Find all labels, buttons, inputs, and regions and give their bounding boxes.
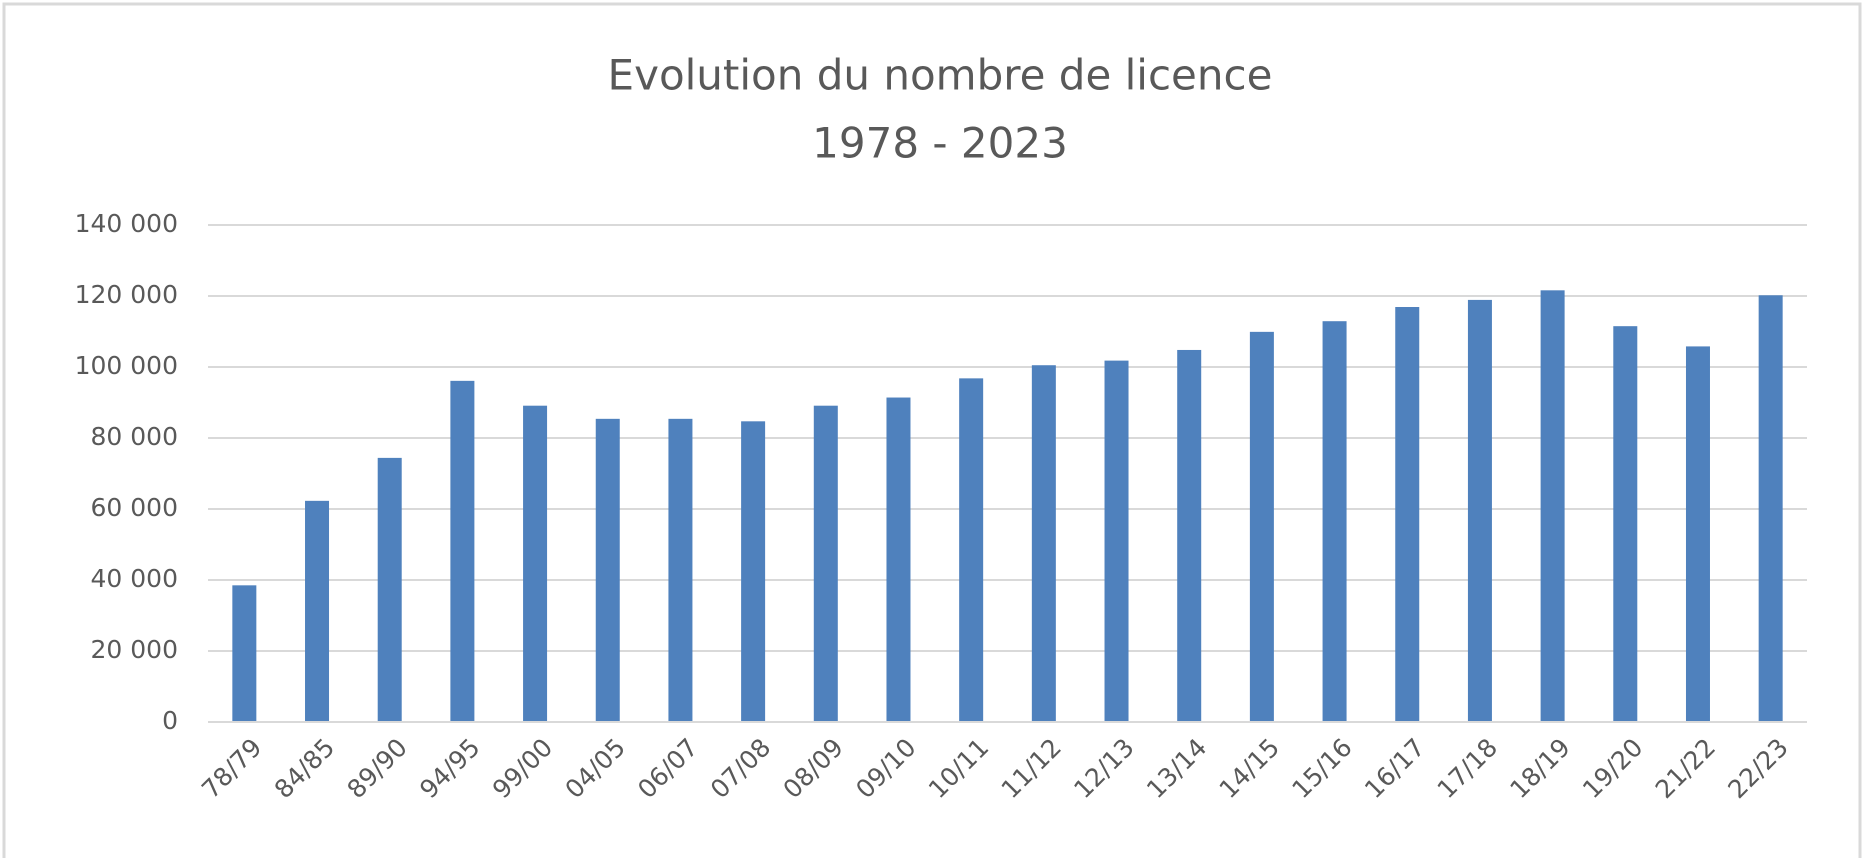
x-tick-label: 08/09	[778, 733, 849, 804]
x-tick-label: 14/15	[1214, 733, 1285, 804]
bar	[668, 418, 693, 722]
bar	[886, 397, 911, 722]
x-tick-label: 21/22	[1650, 733, 1721, 804]
bar	[1322, 321, 1347, 722]
bar	[1395, 307, 1420, 722]
y-tick-label: 140 000	[75, 209, 178, 238]
bar	[1467, 299, 1492, 722]
bar	[959, 378, 984, 722]
bar	[595, 418, 620, 722]
x-tick-label: 12/13	[1068, 733, 1139, 804]
x-tick-label: 04/05	[559, 733, 630, 804]
x-tick-label: 13/14	[1141, 733, 1212, 804]
x-tick-label: 09/10	[850, 733, 921, 804]
x-tick-label: 15/16	[1286, 733, 1357, 804]
bar	[1613, 326, 1638, 722]
x-tick-label: 89/90	[341, 733, 412, 804]
x-tick-label: 10/11	[923, 733, 994, 804]
chart-title: Evolution du nombre de licence	[608, 51, 1273, 100]
bar	[1177, 349, 1202, 722]
bar	[232, 585, 257, 722]
y-tick-label: 60 000	[91, 493, 178, 522]
bar	[1540, 290, 1565, 722]
bar	[450, 380, 475, 722]
bar	[1104, 360, 1129, 722]
y-tick-label: 40 000	[91, 564, 178, 593]
bar	[1249, 331, 1274, 722]
x-tick-label: 22/23	[1722, 733, 1793, 804]
bar	[813, 405, 838, 722]
bar	[1758, 295, 1783, 722]
bar	[523, 405, 548, 722]
y-tick-label: 100 000	[75, 351, 178, 380]
x-tick-label: 99/00	[487, 733, 558, 804]
x-tick-label: 18/19	[1504, 733, 1575, 804]
x-tick-label: 84/85	[269, 733, 340, 804]
x-tick-label: 19/20	[1577, 733, 1648, 804]
bar	[741, 421, 766, 722]
bar	[1685, 346, 1710, 722]
x-tick-label: 06/07	[632, 733, 703, 804]
chart-subtitle: 1978 - 2023	[812, 119, 1068, 168]
x-tick-label: 78/79	[196, 733, 267, 804]
x-tick-label: 07/08	[705, 733, 776, 804]
x-tick-label: 17/18	[1432, 733, 1503, 804]
y-tick-label: 20 000	[91, 635, 178, 664]
bar	[305, 500, 330, 722]
bar	[377, 457, 402, 722]
x-tick-label: 16/17	[1359, 733, 1430, 804]
y-tick-label: 80 000	[91, 422, 178, 451]
x-tick-label: 94/95	[414, 733, 485, 804]
bar	[1031, 365, 1056, 722]
y-tick-label: 120 000	[75, 280, 178, 309]
x-tick-label: 11/12	[996, 733, 1067, 804]
y-tick-label: 0	[162, 706, 178, 735]
